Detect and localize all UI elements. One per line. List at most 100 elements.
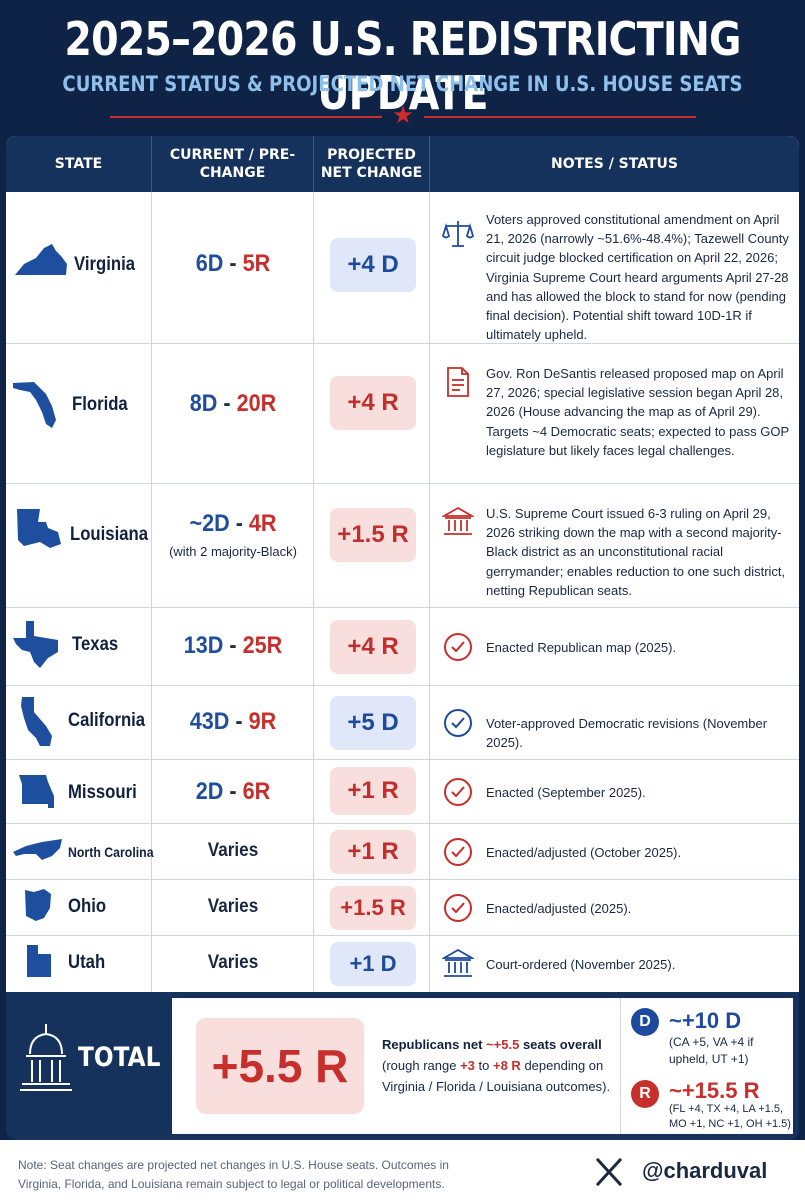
current-seats: 43D - 9R [160, 708, 306, 736]
state-cell: Virginia [6, 192, 152, 343]
dem-seats: ~2D [189, 510, 230, 537]
dem-seats: 43D [189, 708, 230, 735]
table-header: STATE CURRENT / PRE-CHANGE PROJECTED NET… [6, 136, 799, 192]
rep-seats: 20R [236, 390, 277, 417]
notes-cell: Voter-approved Democratic revisions (Nov… [430, 686, 799, 759]
table-row-ohio: Ohio Varies +1.5 R Enacted/adjusted (202… [6, 880, 799, 936]
column-header-net: PROJECTED NET CHANGE [314, 136, 430, 192]
ohio-map-icon [25, 889, 51, 921]
notes-text: Enacted/adjusted (2025). [486, 901, 632, 916]
current-cell: 13D - 25R [152, 608, 314, 685]
footnote: Note: Seat changes are projected net cha… [18, 1158, 449, 1191]
table-row-missouri: Missouri 2D - 6R +1 R Enacted (September… [6, 760, 799, 824]
summary-rest: seats overall [522, 1037, 602, 1052]
current-seats: Varies [207, 952, 259, 973]
divider-left [110, 116, 382, 118]
rep-seats: 9R [248, 708, 277, 735]
table-row-florida: Florida 8D - 20R +4 R Gov. Ron DeSantis … [6, 344, 799, 484]
north-carolina-map-icon [13, 839, 62, 860]
dem-seats: 2D [195, 778, 224, 805]
seat-separator: - [223, 778, 243, 805]
courthouse-icon [442, 506, 474, 535]
column-header-state: STATE [6, 136, 152, 192]
net-cell: +4 R [314, 344, 430, 483]
total-summary-text: Republicans net ~+5.5 seats overall (rou… [382, 1034, 618, 1097]
table-row-virginia: Virginia 6D - 5R +4 D Voters approved co… [6, 192, 799, 344]
utah-map-icon [27, 945, 51, 977]
notes-text: Enacted/adjusted (October 2025). [486, 845, 682, 860]
range-low: +3 [460, 1058, 475, 1073]
range-pre: (rough range [382, 1058, 457, 1073]
summary-bold: Republicans net [382, 1037, 483, 1052]
state-name: Texas [72, 634, 119, 655]
total-section: TOTAL +5.5 R Republicans net ~+5.5 seats… [6, 992, 799, 1140]
current-seats: ~2D - 4R [160, 510, 306, 538]
capitol-icon [20, 1024, 72, 1091]
virginia-map-icon [15, 244, 67, 275]
state-cell: North Carolina [6, 824, 154, 879]
state-name: Florida [72, 394, 128, 415]
range-high: +8 R [493, 1058, 521, 1073]
notes-text: U.S. Supreme Court issued 6-3 ruling on … [486, 506, 786, 598]
current-seats: 13D - 25R [160, 632, 306, 660]
total-net-badge: +5.5 R [196, 1018, 364, 1114]
state-cell: Louisiana [6, 484, 152, 607]
dem-seats: 8D [189, 390, 218, 417]
table-row-texas: Texas 13D - 25R +4 R Enacted Republican … [6, 608, 799, 686]
missouri-map-icon [19, 775, 54, 808]
table-row-utah: Utah Varies +1 D Court-ordered (November… [6, 936, 799, 992]
notes-text: Gov. Ron DeSantis released proposed map … [486, 366, 789, 458]
seat-separator: - [223, 632, 243, 659]
author-handle[interactable]: @charduval [642, 1158, 768, 1183]
net-change-badge: +1.5 R [330, 508, 416, 562]
notes-cell: Enacted/adjusted (October 2025). [430, 824, 799, 879]
notes-text: Enacted (September 2025). [486, 785, 646, 800]
notes-cell: U.S. Supreme Court issued 6-3 ruling on … [430, 484, 799, 607]
footer: Note: Seat changes are projected net cha… [0, 1140, 805, 1200]
louisiana-map-icon [17, 509, 61, 548]
net-cell: +1 R [314, 824, 430, 879]
range-post: depending on Virginia / Florida / Louisi… [382, 1058, 611, 1094]
rep-total: ~+15.5 R [669, 1078, 760, 1103]
current-seats: 2D - 6R [160, 778, 306, 806]
check-circle-icon [444, 838, 472, 866]
current-cell: Varies [152, 880, 314, 935]
rep-detail: (FL +4, TX +4, LA +1.5, MO +1, NC +1, OH… [669, 1103, 791, 1130]
summary-net: ~+5.5 [486, 1037, 520, 1052]
table-row-louisiana: Louisiana ~2D - 4R (with 2 majority-Blac… [6, 484, 799, 608]
net-cell: +1 D [314, 936, 430, 992]
current-cell: 6D - 5R [152, 192, 314, 343]
net-cell: +5 D [314, 686, 430, 759]
state-cell: Missouri [6, 760, 152, 823]
california-map-icon [21, 697, 52, 746]
table-row-north-carolina: North Carolina Varies +1 R Enacted/adjus… [6, 824, 799, 880]
net-cell: +4 R [314, 608, 430, 685]
net-change-badge: +4 R [330, 376, 416, 430]
current-cell: ~2D - 4R (with 2 majority-Black) [152, 484, 314, 607]
rep-seats: 5R [242, 250, 271, 277]
dem-badge: D [631, 1008, 659, 1036]
document-icon [447, 367, 469, 397]
courthouse-icon [442, 948, 474, 977]
state-name: California [68, 710, 146, 731]
notes-text: Voters approved constitutional amendment… [486, 212, 789, 343]
page-title: 2025–2026 U.S. REDISTRICTING UPDATE [64, 12, 741, 120]
state-name: Louisiana [70, 524, 149, 545]
current-cell: Varies [152, 824, 314, 879]
divider-right [424, 116, 696, 118]
total-label: TOTAL [78, 1042, 161, 1073]
column-header-current: CURRENT / PRE-CHANGE [152, 136, 314, 192]
rep-badge: R [631, 1080, 659, 1108]
current-cell: 2D - 6R [152, 760, 314, 823]
seat-separator: - [229, 708, 249, 735]
rep-seats: 6R [242, 778, 271, 805]
current-seats: 8D - 20R [160, 390, 306, 418]
state-name: Utah [68, 952, 106, 973]
net-change-badge: +4 D [330, 238, 416, 292]
rep-seats: 25R [242, 632, 283, 659]
texas-map-icon [13, 621, 58, 668]
net-change-badge: +1 R [330, 830, 416, 874]
net-cell: +1.5 R [314, 880, 430, 935]
notes-text: Enacted Republican map (2025). [486, 640, 677, 655]
notes-cell: Enacted (September 2025). [430, 760, 799, 823]
